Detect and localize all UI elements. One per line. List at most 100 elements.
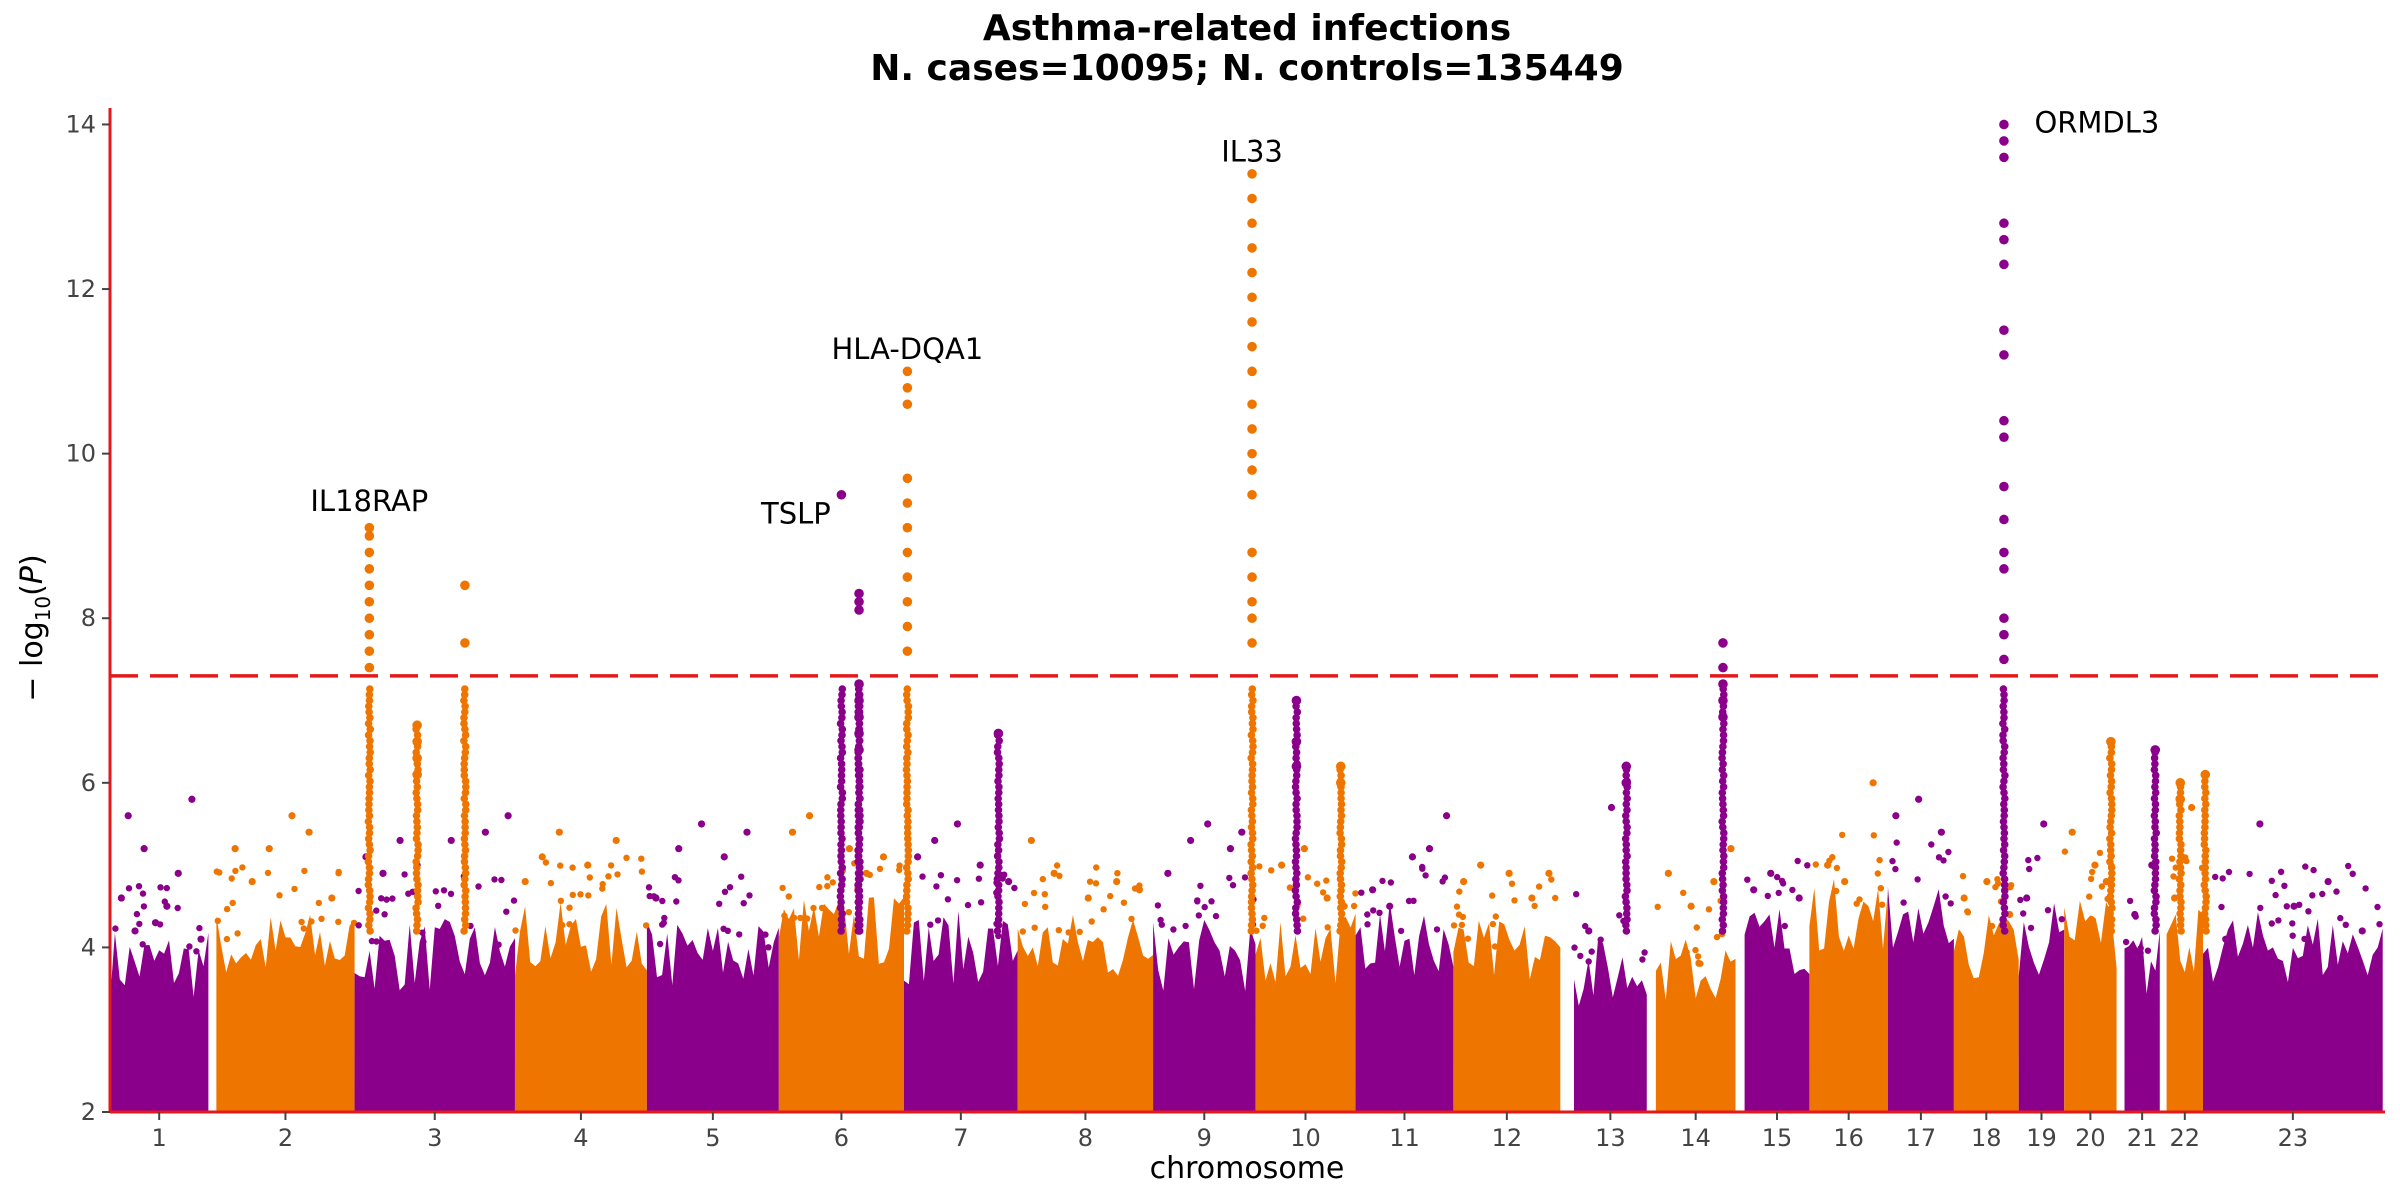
snp-point <box>919 873 926 880</box>
snp-point <box>903 777 912 785</box>
snp-point <box>413 892 422 901</box>
snp-point <box>315 899 322 907</box>
snp-point <box>904 702 913 711</box>
snp-point <box>461 685 469 693</box>
snp-point <box>368 937 376 945</box>
snp-point <box>1292 754 1300 762</box>
snp-point <box>743 828 751 836</box>
snp-point <box>902 742 911 751</box>
snp-point <box>2283 903 2290 910</box>
snp-point <box>1505 869 1513 877</box>
snp-point <box>902 863 911 872</box>
snp-point <box>133 910 141 918</box>
snp-point <box>1693 924 1701 931</box>
snp-point <box>136 920 143 928</box>
snp-point <box>461 869 470 878</box>
snp-point <box>2176 886 2184 895</box>
snp-point <box>435 902 442 909</box>
snp-point <box>836 783 845 791</box>
snp-point <box>196 924 203 932</box>
snp-point <box>2200 909 2209 918</box>
snp-point <box>2107 748 2116 757</box>
snp-point <box>903 927 911 935</box>
snp-point <box>2058 916 2065 923</box>
snp-point <box>2218 903 2225 911</box>
snp-point <box>1719 858 1728 866</box>
snp-point <box>1622 898 1630 906</box>
snp-point <box>1031 924 1038 931</box>
snp-point <box>2107 760 2116 768</box>
snp-point <box>856 783 864 791</box>
snp-point <box>2200 835 2209 843</box>
snp-point <box>1774 873 1781 881</box>
snp-point <box>1870 832 1878 839</box>
snp-point <box>1719 904 1728 912</box>
snp-point <box>1718 886 1727 895</box>
snp-point <box>1718 788 1727 797</box>
snp-point <box>2106 754 2114 762</box>
snp-point <box>460 691 469 699</box>
snp-point <box>1573 891 1580 898</box>
snp-point <box>838 788 847 797</box>
snp-point <box>1337 811 1346 820</box>
snp-point <box>1154 902 1162 909</box>
snp-point <box>1337 771 1345 780</box>
snp-point <box>2023 894 2031 902</box>
snp-point <box>383 896 390 903</box>
snp-point <box>1039 875 1047 883</box>
snp-point <box>2151 927 2159 935</box>
snp-point <box>1719 881 1727 889</box>
snp-point <box>854 596 864 607</box>
snp-point <box>975 875 983 882</box>
snp-point <box>1292 875 1300 883</box>
snp-point <box>838 921 846 929</box>
snp-point <box>1337 794 1345 803</box>
snp-point <box>1247 613 1257 624</box>
snp-point <box>2150 909 2159 918</box>
snp-point <box>1621 835 1630 843</box>
x-tick-label: 15 <box>1762 1124 1793 1152</box>
snp-point <box>2152 921 2160 929</box>
snp-point <box>855 794 864 803</box>
x-tick-label: 17 <box>1906 1124 1937 1152</box>
snp-point <box>460 927 468 935</box>
snp-point <box>1999 719 2007 728</box>
snp-point <box>584 861 592 869</box>
snp-point <box>854 745 864 755</box>
snp-point <box>555 828 563 836</box>
snp-point <box>1238 828 1246 836</box>
snp-point <box>1719 835 1728 843</box>
snp-point <box>1292 714 1300 722</box>
snp-point <box>2201 811 2209 820</box>
snp-point <box>2177 927 2185 935</box>
snp-point <box>2107 765 2116 774</box>
snp-point <box>855 835 863 843</box>
snp-point <box>2026 865 2033 873</box>
snp-point <box>1319 889 1327 896</box>
snp-point <box>2257 904 2264 912</box>
snp-point <box>1999 259 2009 270</box>
snp-point <box>605 873 612 880</box>
chromosome-bands <box>110 878 2383 1112</box>
snp-point <box>2000 800 2008 808</box>
snp-point <box>2281 882 2288 889</box>
snp-point <box>993 852 1002 860</box>
snp-point <box>1249 742 1257 751</box>
snp-point <box>1622 800 1631 808</box>
snp-point <box>2096 849 2104 857</box>
snp-point <box>2098 883 2106 890</box>
snp-point <box>566 921 573 928</box>
snp-point <box>461 846 470 855</box>
snp-point <box>2107 881 2116 889</box>
snp-point <box>1694 953 1702 960</box>
snp-point <box>366 765 375 774</box>
snp-point <box>1874 870 1882 877</box>
snp-point <box>1692 946 1699 954</box>
snp-point <box>1379 877 1386 885</box>
x-tick-label: 2 <box>278 1124 293 1152</box>
snp-point <box>902 473 913 484</box>
snp-point <box>365 691 374 699</box>
snp-point <box>1622 921 1630 929</box>
snp-point <box>896 866 903 874</box>
